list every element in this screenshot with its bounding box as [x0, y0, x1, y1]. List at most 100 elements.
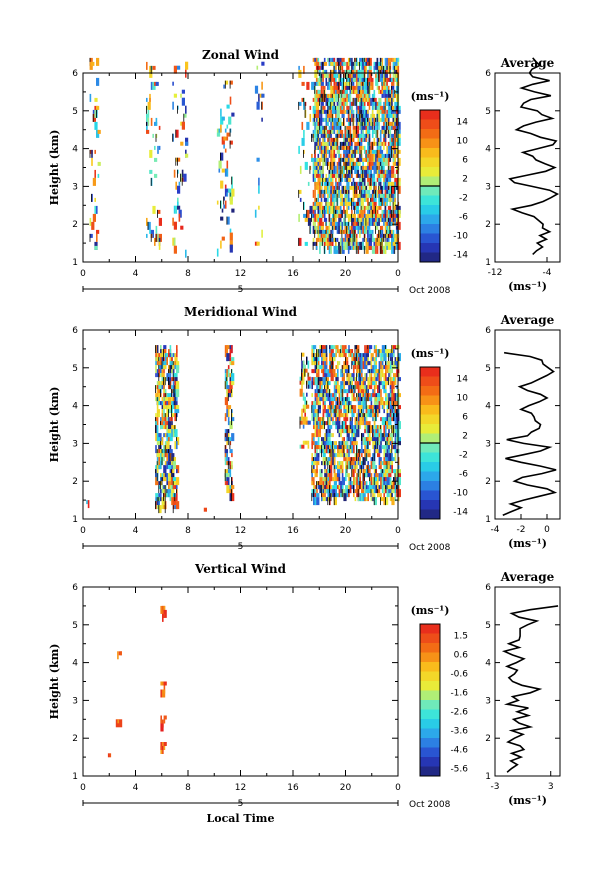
heatmap-cell	[343, 365, 347, 370]
contour-line	[391, 345, 393, 354]
heatmap-cell	[387, 57, 390, 66]
heatmap-cell	[375, 369, 379, 374]
heatmap-cell	[302, 376, 305, 385]
heatmap-cell	[323, 109, 328, 114]
colorbar-band	[420, 224, 440, 234]
heatmap-cell	[322, 129, 324, 134]
heatmap-cell	[154, 173, 158, 178]
contour-line	[385, 497, 386, 506]
heatmap-cell	[156, 425, 159, 434]
heatmap-cell	[304, 396, 306, 405]
avg-y-tick-label: 1	[485, 772, 491, 782]
heatmap-cell	[371, 109, 374, 114]
heatmap-cell	[394, 161, 396, 166]
heatmap-cell	[183, 113, 187, 118]
heatmap-cell	[395, 113, 398, 118]
heatmap-cell	[322, 425, 325, 430]
heatmap-cell	[312, 241, 316, 246]
heatmap-cell	[172, 393, 175, 398]
heatmap-cell	[346, 441, 349, 446]
heatmap-cell	[166, 473, 168, 482]
heatmap-cell	[362, 93, 364, 98]
heatmap-cell	[388, 397, 392, 402]
date-label: Oct 2008	[409, 800, 451, 810]
heatmap-cell	[256, 157, 260, 162]
heatmap-cell	[389, 209, 392, 214]
contour-line	[365, 397, 367, 406]
contour-line	[394, 245, 396, 254]
heatmap-cell	[346, 153, 348, 158]
heatmap-cell	[388, 441, 390, 446]
contour-line	[168, 409, 169, 418]
heatmap-cell	[174, 409, 176, 414]
heatmap-cell	[155, 465, 159, 470]
heatmap-cell	[335, 397, 337, 402]
heatmap-cell	[349, 217, 352, 222]
contour-line	[160, 441, 161, 450]
contour-line	[376, 57, 378, 66]
contour-line	[373, 497, 375, 506]
heatmap-cell	[386, 221, 388, 226]
heatmap-cell	[306, 404, 310, 409]
heatmap-cell	[323, 145, 326, 154]
heatmap-cell	[311, 133, 313, 138]
heatmap-cell	[376, 161, 380, 166]
heatmap-cell	[359, 449, 363, 454]
heatmap-cell	[376, 157, 379, 162]
heatmap-cell	[361, 373, 363, 378]
contour-line	[384, 233, 386, 242]
heatmap-cell	[166, 433, 168, 438]
heatmap-cell	[389, 393, 392, 398]
heatmap-cell	[391, 93, 393, 98]
heatmap-cell	[325, 413, 328, 418]
heatmap-cell	[317, 145, 320, 150]
heatmap-cell	[389, 417, 392, 426]
heatmap-cell	[375, 245, 377, 254]
heatmap-cell	[362, 133, 364, 142]
heatmap-cell	[163, 345, 167, 350]
heatmap-cell	[381, 405, 384, 410]
heatmap-cell	[378, 197, 380, 206]
heatmap-cell	[376, 241, 380, 246]
contour-line	[343, 117, 344, 126]
panel-vertical	[82, 586, 561, 806]
heatmap-cell	[362, 181, 364, 190]
contour-line	[348, 405, 349, 414]
heatmap-cell	[317, 453, 320, 458]
heatmap-cell	[338, 433, 341, 438]
heatmap-cell	[395, 225, 398, 230]
heatmap-cell	[315, 97, 318, 102]
colorbar-band	[420, 195, 440, 206]
contour-line	[379, 57, 381, 66]
heatmap-cell	[87, 500, 90, 509]
heatmap-cell	[304, 161, 308, 170]
heatmap-cell	[216, 200, 219, 205]
heatmap-cell	[174, 365, 176, 370]
heatmap-cell	[386, 65, 388, 70]
heatmap-cell	[319, 149, 321, 154]
heatmap-cell	[360, 217, 363, 222]
heatmap-cell	[120, 651, 122, 656]
heatmap-cell	[352, 161, 356, 166]
heatmap-cell	[175, 129, 179, 138]
heatmap-cell	[367, 81, 369, 86]
heatmap-cell	[343, 361, 345, 366]
heatmap-cell	[397, 409, 400, 414]
heatmap-cell	[312, 213, 315, 218]
heatmap-cell	[338, 441, 342, 446]
heatmap-cell	[351, 81, 353, 86]
heatmap-cell	[337, 389, 339, 394]
heatmap-cell	[317, 445, 320, 450]
heatmap-cell	[231, 393, 233, 398]
heatmap-cell	[355, 61, 358, 66]
avg-y-tick-label: 3	[485, 182, 491, 192]
heatmap-cell	[156, 389, 159, 394]
heatmap-cell	[379, 149, 384, 154]
heatmap-cell	[353, 373, 355, 382]
heatmap-cell	[356, 461, 358, 470]
panel-zonal	[82, 57, 561, 292]
heatmap-cell	[317, 437, 320, 446]
heatmap-cell	[338, 101, 340, 110]
contour-line	[177, 169, 178, 178]
contour-line	[357, 245, 359, 254]
